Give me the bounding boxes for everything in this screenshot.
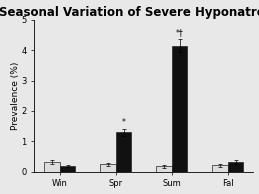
Bar [172,46,188,172]
Bar [212,165,228,172]
Bar [44,162,60,172]
Bar [100,164,116,172]
Bar [60,166,75,172]
Bar [156,166,172,172]
Bar [116,132,132,172]
Text: *: * [122,118,126,127]
Title: Seasonal Variation of Severe Hyponatremia: Seasonal Variation of Severe Hyponatremi… [0,6,259,19]
Text: *†: *† [176,28,184,37]
Bar [228,162,243,172]
Y-axis label: Prevalence (%): Prevalence (%) [11,61,20,130]
